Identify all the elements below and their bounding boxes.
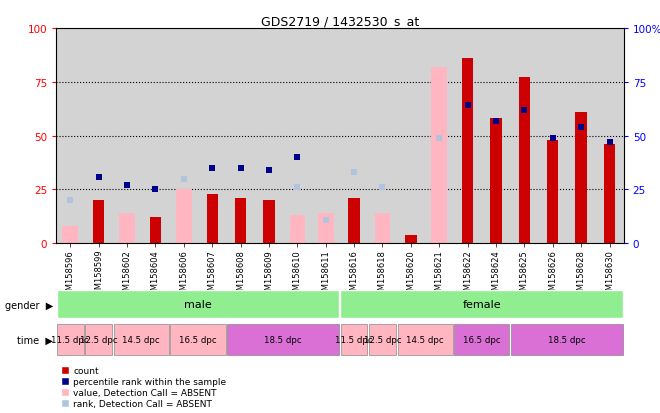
Bar <box>432 68 447 244</box>
Bar <box>318 214 333 244</box>
Bar <box>227 324 339 356</box>
Bar <box>341 324 368 356</box>
Text: male: male <box>184 299 212 310</box>
Legend: count, percentile rank within the sample, value, Detection Call = ABSENT, rank, : count, percentile rank within the sample… <box>61 366 226 408</box>
Text: female: female <box>463 299 501 310</box>
Text: 14.5 dpc: 14.5 dpc <box>122 335 160 344</box>
Bar <box>119 214 135 244</box>
Bar <box>462 59 473 244</box>
Bar <box>114 324 169 356</box>
Bar <box>369 324 396 356</box>
Bar <box>348 199 360 244</box>
Text: 11.5 dpc: 11.5 dpc <box>335 335 373 344</box>
Bar <box>604 145 615 244</box>
Bar <box>207 194 218 244</box>
Bar <box>176 190 191 244</box>
Bar <box>397 324 453 356</box>
Bar <box>290 216 305 244</box>
Title: GDS2719 / 1432530_s_at: GDS2719 / 1432530_s_at <box>261 15 419 28</box>
Bar <box>93 201 104 244</box>
Bar <box>576 113 587 244</box>
Text: time  ▶: time ▶ <box>17 335 53 345</box>
Bar <box>405 235 416 244</box>
Bar <box>63 226 78 244</box>
Text: 18.5 dpc: 18.5 dpc <box>548 335 586 344</box>
Bar <box>547 140 558 244</box>
Bar <box>263 201 275 244</box>
Text: 14.5 dpc: 14.5 dpc <box>406 335 444 344</box>
Bar <box>235 199 246 244</box>
Text: 18.5 dpc: 18.5 dpc <box>264 335 302 344</box>
Text: 16.5 dpc: 16.5 dpc <box>463 335 501 344</box>
Bar <box>57 324 84 356</box>
Bar <box>150 218 161 244</box>
Text: 12.5 dpc: 12.5 dpc <box>364 335 401 344</box>
Bar <box>57 291 339 318</box>
Bar <box>490 119 502 244</box>
Bar <box>170 324 226 356</box>
Bar <box>341 291 623 318</box>
Bar <box>85 324 112 356</box>
Text: gender  ▶: gender ▶ <box>5 300 53 310</box>
Text: 16.5 dpc: 16.5 dpc <box>179 335 217 344</box>
Bar <box>454 324 510 356</box>
Bar <box>375 214 390 244</box>
Text: 11.5 dpc: 11.5 dpc <box>51 335 89 344</box>
Text: 12.5 dpc: 12.5 dpc <box>80 335 117 344</box>
Bar <box>511 324 623 356</box>
Bar <box>519 78 530 244</box>
